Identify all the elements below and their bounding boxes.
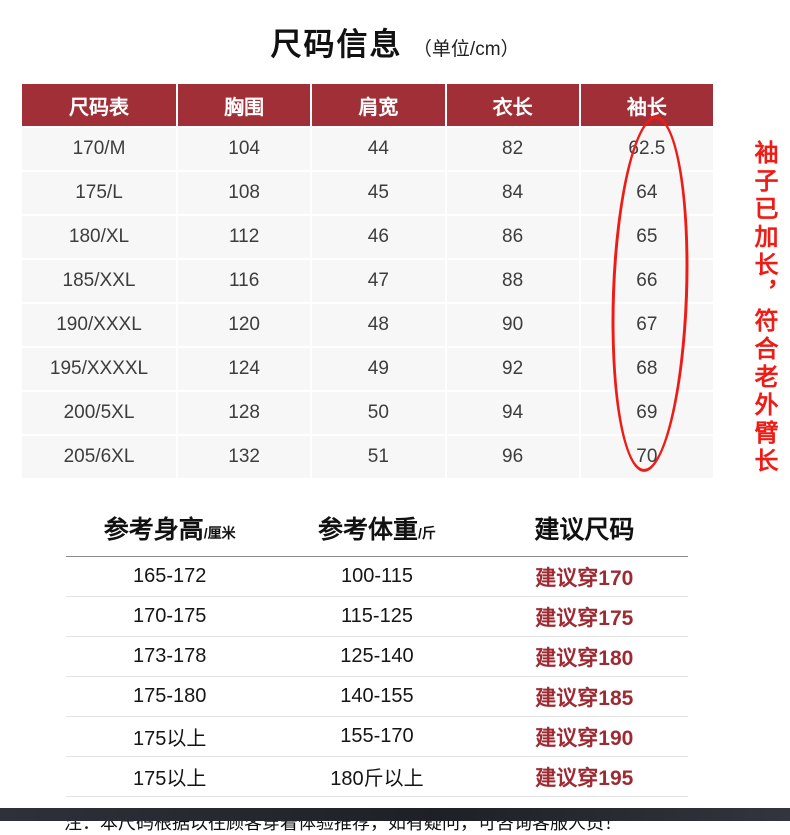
table-cell: 175-180 bbox=[66, 676, 274, 717]
column-header: 尺码表 bbox=[22, 84, 176, 126]
col-header-height-unit: /厘米 bbox=[203, 525, 236, 541]
table-cell: 建议穿190 bbox=[480, 716, 688, 757]
table-cell: 185/XXL bbox=[22, 260, 176, 302]
table-cell: 48 bbox=[312, 304, 445, 346]
reference-table-header-row: 参考身高/厘米 参考体重/斤 建议尺码 bbox=[66, 504, 688, 557]
table-cell: 108 bbox=[178, 172, 311, 214]
table-row: 173-178 125-140 建议穿180 bbox=[66, 636, 688, 677]
table-cell: 50 bbox=[312, 392, 445, 434]
table-cell: 155-170 bbox=[273, 716, 481, 757]
reference-table: 参考身高/厘米 参考体重/斤 建议尺码 165-172 100-115 建议穿170… bbox=[66, 504, 688, 797]
col-header-weight-unit: /斤 bbox=[418, 525, 436, 541]
table-cell: 124 bbox=[178, 348, 311, 390]
table-cell: 140-155 bbox=[273, 676, 481, 717]
table-cell: 建议穿175 bbox=[480, 596, 688, 637]
page-title-unit: （单位/cm） bbox=[412, 39, 520, 60]
table-cell: 200/5XL bbox=[22, 392, 176, 434]
table-cell: 120 bbox=[178, 304, 311, 346]
table-row: 205/6XL 132 51 96 70 bbox=[22, 436, 713, 478]
column-header: 袖长 bbox=[580, 84, 713, 126]
table-cell: 115-125 bbox=[273, 596, 481, 637]
table-cell: 建议穿180 bbox=[480, 636, 688, 677]
table-cell: 67 bbox=[580, 304, 713, 346]
table-cell: 195/XXXXL bbox=[22, 348, 176, 390]
table-row: 195/XXXXL 124 49 92 68 bbox=[22, 348, 713, 390]
table-cell: 94 bbox=[446, 392, 579, 434]
table-cell: 90 bbox=[446, 304, 579, 346]
col-header-size: 建议尺码 bbox=[480, 504, 688, 557]
table-cell: 180斤以上 bbox=[273, 756, 481, 797]
table-cell: 建议穿170 bbox=[480, 556, 688, 597]
table-row: 175以上 180斤以上 建议穿195 bbox=[66, 756, 688, 797]
reference-table-body: 165-172 100-115 建议穿170 170-175 115-125 建议穿175… bbox=[66, 556, 688, 797]
table-row: 190/XXXL 120 48 90 67 bbox=[22, 304, 713, 346]
table-cell: 88 bbox=[446, 260, 579, 302]
table-cell: 46 bbox=[312, 216, 445, 258]
size-table-header-row: 尺码表 胸围 肩宽 衣长 袖长 bbox=[22, 84, 713, 126]
table-cell: 112 bbox=[178, 216, 311, 258]
col-header-weight: 参考体重/斤 bbox=[273, 504, 481, 557]
table-cell: 180/XL bbox=[22, 216, 176, 258]
table-cell: 92 bbox=[446, 348, 579, 390]
size-table-body: 170/M 104 44 82 62.5 175/L 108 45 84 64 180/XL 112 4… bbox=[22, 128, 713, 478]
column-header: 胸围 bbox=[178, 84, 311, 126]
table-cell: 125-140 bbox=[273, 636, 481, 677]
table-cell: 132 bbox=[178, 436, 311, 478]
table-cell: 69 bbox=[580, 392, 713, 434]
bottom-image-edge bbox=[0, 808, 790, 821]
col-header-height: 参考身高/厘米 bbox=[66, 504, 274, 557]
page-title-text: 尺码信息 bbox=[270, 27, 403, 62]
table-cell: 建议穿185 bbox=[480, 676, 688, 717]
table-row: 180/XL 112 46 86 65 bbox=[22, 216, 713, 258]
table-cell: 65 bbox=[580, 216, 713, 258]
table-cell: 51 bbox=[312, 436, 445, 478]
table-cell: 62.5 bbox=[580, 128, 713, 170]
table-row: 165-172 100-115 建议穿170 bbox=[66, 556, 688, 597]
table-row: 175以上 155-170 建议穿190 bbox=[66, 716, 688, 757]
table-cell: 84 bbox=[446, 172, 579, 214]
table-row: 175/L 108 45 84 64 bbox=[22, 172, 713, 214]
table-cell: 86 bbox=[446, 216, 579, 258]
sleeve-note-vertical: 袖子已加长，符合老外臂长 bbox=[750, 140, 777, 476]
table-cell: 205/6XL bbox=[22, 436, 176, 478]
column-header: 肩宽 bbox=[312, 84, 445, 126]
col-header-size-label: 建议尺码 bbox=[534, 516, 635, 544]
table-cell: 49 bbox=[312, 348, 445, 390]
table-row: 175-180 140-155 建议穿185 bbox=[66, 676, 688, 717]
table-cell: 175以上 bbox=[66, 716, 274, 757]
table-cell: 建议穿195 bbox=[480, 756, 688, 797]
table-cell: 45 bbox=[312, 172, 445, 214]
col-header-weight-label: 参考体重 bbox=[318, 516, 419, 544]
table-cell: 165-172 bbox=[66, 556, 274, 597]
table-cell: 82 bbox=[446, 128, 579, 170]
table-cell: 190/XXXL bbox=[22, 304, 176, 346]
table-cell: 96 bbox=[446, 436, 579, 478]
table-cell: 170-175 bbox=[66, 596, 274, 637]
table-cell: 66 bbox=[580, 260, 713, 302]
table-cell: 100-115 bbox=[273, 556, 481, 597]
table-cell: 47 bbox=[312, 260, 445, 302]
table-cell: 68 bbox=[580, 348, 713, 390]
table-row: 170/M 104 44 82 62.5 bbox=[22, 128, 713, 170]
table-cell: 128 bbox=[178, 392, 311, 434]
page-title: 尺码信息 （单位/cm） bbox=[0, 0, 790, 70]
table-cell: 116 bbox=[178, 260, 311, 302]
table-cell: 170/M bbox=[22, 128, 176, 170]
table-cell: 70 bbox=[580, 436, 713, 478]
table-cell: 175以上 bbox=[66, 756, 274, 797]
table-row: 185/XXL 116 47 88 66 bbox=[22, 260, 713, 302]
col-header-height-label: 参考身高 bbox=[103, 516, 204, 544]
table-cell: 104 bbox=[178, 128, 311, 170]
table-cell: 175/L bbox=[22, 172, 176, 214]
table-cell: 44 bbox=[312, 128, 445, 170]
table-cell: 173-178 bbox=[66, 636, 274, 677]
size-table: 尺码表 胸围 肩宽 衣长 袖长 170/M 104 44 82 62.5 175/L 108 45 84… bbox=[20, 82, 715, 480]
table-cell: 64 bbox=[580, 172, 713, 214]
column-header: 衣长 bbox=[446, 84, 579, 126]
table-row: 170-175 115-125 建议穿175 bbox=[66, 596, 688, 637]
table-row: 200/5XL 128 50 94 69 bbox=[22, 392, 713, 434]
